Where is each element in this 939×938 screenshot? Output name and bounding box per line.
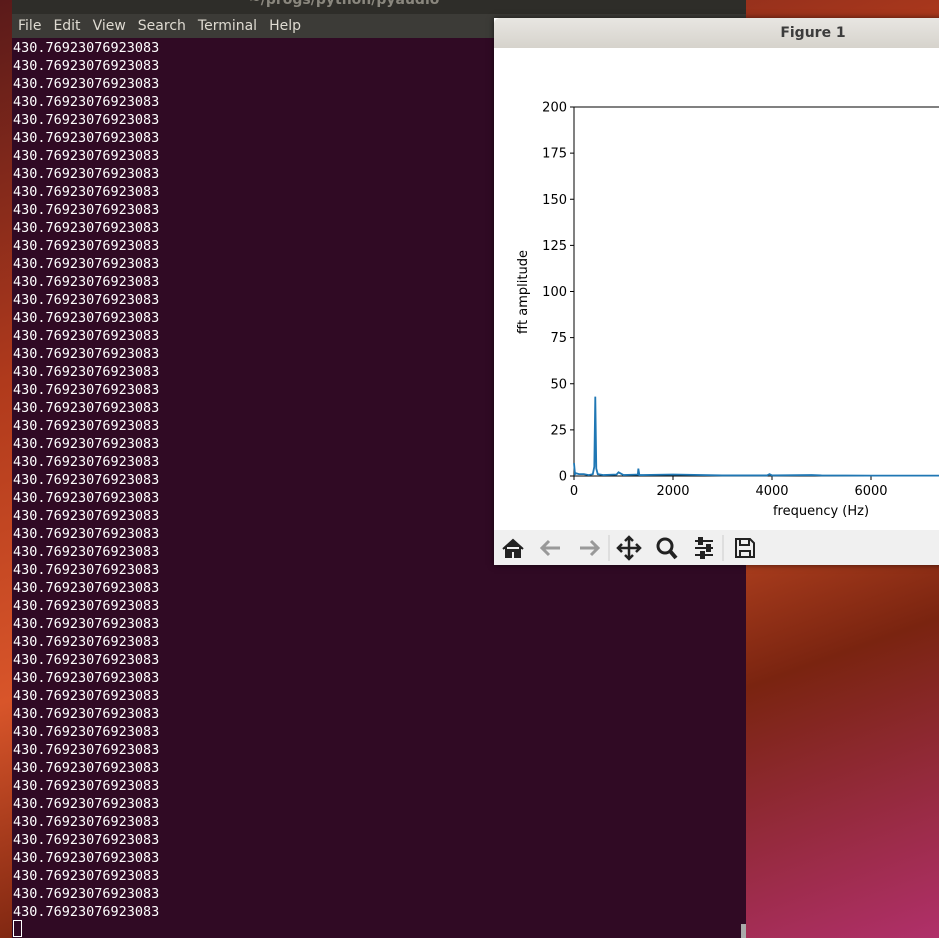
output-line: 430.76923076923083 [13, 490, 160, 506]
back-button[interactable] [539, 539, 560, 557]
menu-item[interactable]: Terminal [197, 18, 258, 34]
output-line: 430.76923076923083 [13, 436, 160, 452]
output-line: 430.76923076923083 [13, 742, 160, 758]
menu-item[interactable]: File [18, 18, 42, 34]
menu-item[interactable]: Edit [53, 18, 81, 34]
output-line: 430.76923076923083 [13, 58, 160, 74]
output-line: 430.76923076923083 [13, 724, 160, 740]
y-tick-label: 25 [550, 423, 567, 438]
output-line: 430.76923076923083 [13, 508, 160, 524]
menu-item[interactable]: Help [269, 18, 301, 34]
output-line: 430.76923076923083 [13, 634, 160, 650]
x-tick-label: 6000 [854, 484, 887, 499]
menu-bar: File Edit View Search Terminal Help [12, 14, 746, 38]
y-tick-label: 50 [550, 377, 567, 392]
output-line: 430.76923076923083 [13, 328, 160, 344]
output-line: 430.76923076923083 [13, 706, 160, 722]
output-line: 430.76923076923083 [13, 562, 160, 578]
output-line: 430.76923076923083 [13, 832, 160, 848]
output-line: 430.76923076923083 [13, 670, 160, 686]
output-line: 430.76923076923083 [13, 652, 160, 668]
y-tick-label: 0 [559, 470, 567, 485]
output-line: 430.76923076923083 [13, 904, 160, 920]
output-line: 430.76923076923083 [13, 868, 160, 884]
output-line: 430.76923076923083 [13, 220, 160, 236]
output-line: 430.76923076923083 [13, 796, 160, 812]
forward-button[interactable] [580, 539, 601, 557]
output-line: 430.76923076923083 [13, 382, 160, 398]
y-tick-label: 75 [550, 331, 567, 346]
figure-title: Figure 1 [780, 25, 846, 41]
title-bar: ~/progs/python/pyaudio [12, 0, 746, 14]
output-line: 430.76923076923083 [13, 778, 160, 794]
output-line: 430.76923076923083 [13, 238, 160, 254]
output-line: 430.76923076923083 [13, 256, 160, 272]
output-line: 430.76923076923083 [13, 184, 160, 200]
window-title: ~/progs/python/pyaudio [249, 0, 440, 8]
data-line [573, 396, 939, 477]
y-tick-label: 200 [542, 101, 567, 116]
output-line: 430.76923076923083 [13, 166, 160, 182]
output-line: 430.76923076923083 [13, 544, 160, 560]
scrollbar[interactable] [741, 924, 746, 938]
x-axis-label: frequency (Hz) [773, 504, 869, 519]
configure-button[interactable] [695, 537, 713, 559]
cursor [13, 920, 22, 937]
output-line: 430.76923076923083 [13, 454, 160, 470]
figure-title-bar: Figure 1 [494, 18, 939, 48]
output-line: 430.76923076923083 [13, 760, 160, 776]
y-tick-label: 100 [542, 285, 567, 300]
x-tick-label: 0 [570, 484, 578, 499]
toolbar [494, 530, 939, 565]
y-tick-label: 150 [542, 193, 567, 208]
x-tick-label: 2000 [656, 484, 689, 499]
output-line: 430.76923076923083 [13, 418, 160, 434]
output-line: 430.76923076923083 [13, 112, 160, 128]
output-line: 430.76923076923083 [13, 886, 160, 902]
output-line: 430.76923076923083 [13, 688, 160, 704]
output-line: 430.76923076923083 [13, 130, 160, 146]
output-line: 430.76923076923083 [13, 850, 160, 866]
y-tick-label: 175 [542, 147, 567, 162]
menu-item[interactable]: Search [137, 18, 186, 34]
output-line: 430.76923076923083 [13, 598, 160, 614]
terminal-output: 430.76923076923083 430.76923076923083 430.… [13, 39, 159, 921]
pan-button[interactable] [616, 535, 642, 561]
output-line: 430.76923076923083 [13, 94, 160, 110]
toolbar-icons [502, 535, 755, 561]
output-line: 430.76923076923083 [13, 526, 160, 542]
output-line: 430.76923076923083 [13, 616, 160, 632]
x-tick-label: 4000 [755, 484, 788, 499]
output-line: 430.76923076923083 [13, 274, 160, 290]
output-line: 430.76923076923083 [13, 310, 160, 326]
y-tick-label: 125 [542, 239, 567, 254]
save-button[interactable] [735, 538, 755, 558]
output-line: 430.76923076923083 [13, 400, 160, 416]
output-line: 430.76923076923083 [13, 814, 160, 830]
zoom-button[interactable] [656, 537, 678, 560]
figure-window: Figure 1 0 25 50 75 100 125 150 175 200 0 2000 4000… [494, 18, 939, 565]
output-line: 430.76923076923083 [13, 76, 160, 92]
y-axis-label: fft amplitude [516, 250, 531, 334]
home-button[interactable] [502, 538, 524, 558]
output-line: 430.76923076923083 [13, 580, 160, 596]
output-line: 430.76923076923083 [13, 364, 160, 380]
output-line: 430.76923076923083 [13, 148, 160, 164]
output-line: 430.76923076923083 [13, 346, 160, 362]
output-line: 430.76923076923083 [13, 292, 160, 308]
output-line: 430.76923076923083 [13, 472, 160, 488]
output-line: 430.76923076923083 [13, 40, 160, 56]
output-line: 430.76923076923083 [13, 202, 160, 218]
menu-item[interactable]: View [92, 18, 126, 34]
plot-frame [573, 106, 939, 477]
